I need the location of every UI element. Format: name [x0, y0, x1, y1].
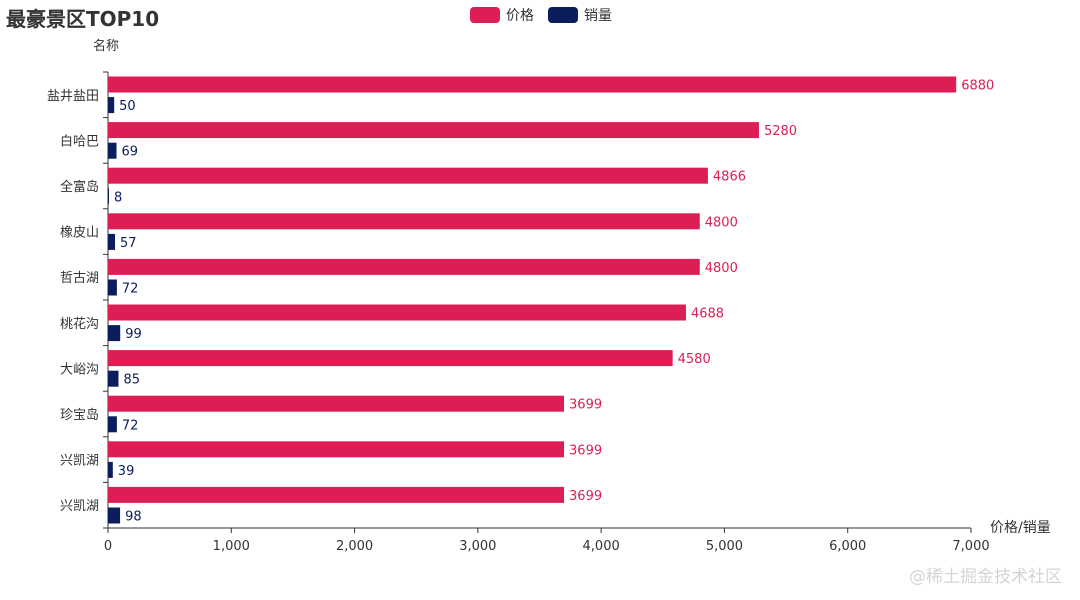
y-axis-title: 名称 — [93, 38, 119, 54]
bar-label-sales: 72 — [122, 418, 139, 433]
bar-label-sales: 57 — [120, 236, 137, 251]
bar-sales — [108, 233, 116, 250]
x-tick-label: 2,000 — [336, 539, 373, 554]
x-tick-label: 1,000 — [213, 539, 250, 554]
bar-label-sales: 39 — [118, 464, 135, 479]
bar-price — [108, 167, 708, 184]
y-tick-label: 兴凯湖 — [60, 499, 99, 514]
bar-label-price: 3699 — [569, 443, 602, 458]
y-tick-label: 珍宝岛 — [60, 407, 99, 423]
bar-sales — [108, 370, 119, 387]
bar-sales — [108, 507, 121, 524]
bar-sales — [108, 416, 117, 433]
bar-label-price: 6880 — [961, 79, 994, 94]
legend-item-sales[interactable]: 销量 — [548, 5, 612, 25]
x-tick-label: 4,000 — [583, 539, 620, 554]
x-tick-label: 3,000 — [459, 539, 496, 554]
bar-label-sales: 85 — [123, 373, 140, 388]
bar-label-price: 3699 — [569, 489, 602, 504]
legend-swatch-sales — [548, 7, 578, 23]
x-axis-title: 价格/销量 — [990, 520, 1051, 536]
bar-label-price: 5280 — [764, 124, 797, 139]
bar-sales — [108, 461, 113, 478]
x-tick-label: 0 — [104, 539, 112, 554]
bar-sales — [108, 142, 117, 159]
bar-price — [108, 486, 565, 503]
chart-title: 最豪景区TOP10 — [6, 7, 160, 31]
bar-label-sales: 72 — [122, 282, 139, 297]
bar-price — [108, 258, 700, 275]
y-tick-label: 白哈巴 — [60, 133, 99, 149]
x-tick-label: 6,000 — [829, 539, 866, 554]
y-tick-label: 兴凯湖 — [60, 454, 99, 469]
x-tick-label: 7,000 — [952, 539, 989, 554]
legend-item-price[interactable]: 价格 — [470, 5, 534, 25]
bar-label-sales: 8 — [114, 190, 122, 205]
bar-price — [108, 213, 700, 230]
bar-price — [108, 395, 565, 412]
legend-swatch-price — [470, 7, 500, 23]
bar-label-price: 4866 — [713, 170, 746, 185]
bar-sales — [108, 188, 109, 205]
bar-label-price: 3699 — [569, 398, 602, 413]
bar-sales — [108, 279, 117, 296]
bar-label-sales: 69 — [122, 145, 139, 160]
y-tick-label: 桃花沟 — [60, 316, 99, 332]
bar-price — [108, 304, 686, 321]
bar-label-sales: 50 — [119, 99, 136, 114]
bar-price — [108, 350, 673, 367]
bar-label-price: 4580 — [678, 352, 711, 367]
legend-label-sales: 销量 — [584, 8, 612, 24]
bar-label-price: 4800 — [705, 215, 738, 230]
bar-sales — [108, 97, 115, 114]
watermark: @稀土掘金技术社区 — [909, 567, 1062, 587]
legend: 价格 销量 — [470, 5, 612, 25]
x-tick-label: 5,000 — [706, 539, 743, 554]
legend-label-price: 价格 — [506, 8, 534, 24]
y-tick-label: 全富岛 — [60, 179, 99, 195]
bar-label-sales: 98 — [125, 510, 142, 525]
y-tick-label: 哲古湖 — [60, 271, 99, 286]
y-tick-label: 盐井盐田 — [47, 89, 99, 104]
bar-price — [108, 441, 565, 458]
y-tick-label: 橡皮山 — [60, 226, 99, 241]
bar-price — [108, 76, 957, 93]
y-tick-label: 大峪沟 — [60, 362, 99, 377]
bar-label-price: 4688 — [691, 307, 724, 322]
bar-label-price: 4800 — [705, 261, 738, 276]
bar-label-sales: 99 — [125, 327, 142, 342]
bar-price — [108, 122, 759, 139]
bar-sales — [108, 325, 121, 342]
